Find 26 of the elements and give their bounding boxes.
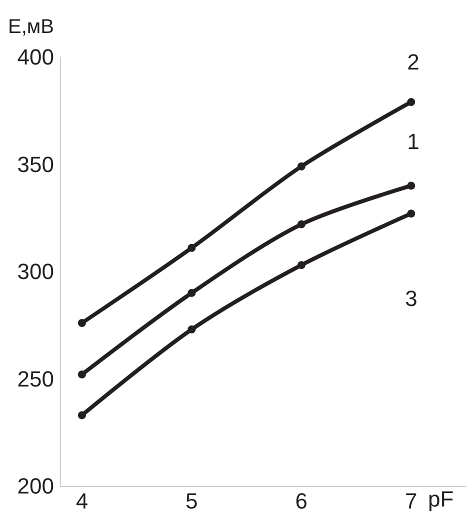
point — [297, 220, 306, 228]
point — [297, 162, 306, 170]
text: 3 — [405, 286, 418, 312]
y-tick-label: 400 — [17, 44, 54, 70]
x-tick-label: 5 — [186, 488, 198, 514]
point — [297, 261, 306, 270]
point — [407, 210, 416, 218]
y-tick-label: 200 — [17, 474, 54, 498]
x-axis-title: pF — [428, 486, 454, 512]
point — [78, 318, 86, 327]
point — [407, 182, 416, 190]
point — [78, 411, 86, 420]
point — [188, 288, 196, 297]
x-tick-label: 6 — [295, 488, 308, 514]
y-tick-label: 250 — [17, 366, 54, 392]
y-tick-label: 300 — [17, 259, 54, 284]
point — [78, 370, 86, 378]
series-label: 1 — [407, 129, 420, 154]
series-label: 2 — [407, 50, 420, 75]
point — [188, 244, 196, 252]
point — [407, 98, 416, 106]
x-tick-label: 7 — [405, 488, 418, 514]
y-tick-label: 350 — [17, 152, 54, 177]
x-tick-label: 4 — [76, 488, 88, 514]
y-axis-title: E,мВ — [8, 16, 54, 38]
point — [188, 325, 196, 334]
